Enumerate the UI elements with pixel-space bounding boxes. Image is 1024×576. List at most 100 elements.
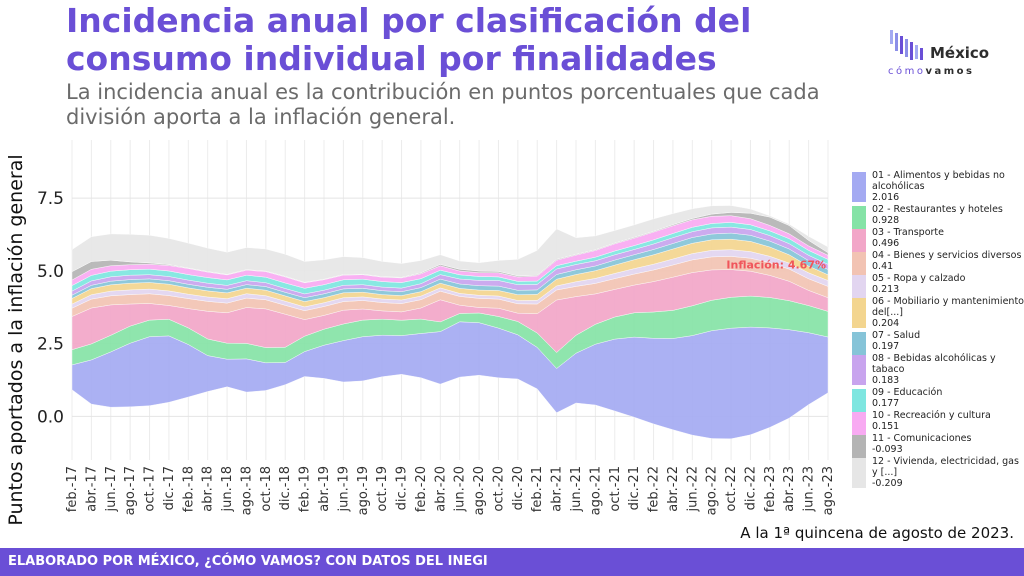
legend-item: 06 - Mobiliario y mantenimiento del[...]…: [852, 296, 1024, 329]
legend-value: 0.183: [872, 375, 900, 386]
y-tick-label: 0.0: [37, 407, 64, 427]
source-credit: ELABORADO POR MÉXICO, ¿CÓMO VAMOS? CON D…: [8, 554, 488, 569]
footer-bar: ELABORADO POR MÉXICO, ¿CÓMO VAMOS? CON D…: [0, 548, 1024, 576]
x-tick-label: jun.-18: [220, 466, 235, 512]
legend-item: 01 - Alimentos y bebidas no alcohólicas 2…: [852, 170, 1024, 203]
x-tick-label: abr.-21: [550, 466, 565, 512]
x-tick-label: abr.-18: [201, 466, 216, 512]
legend-label: 09 - Educación: [872, 387, 943, 398]
legend-value: 0.496: [872, 238, 900, 249]
legend-item: 10 - Recreación y cultura 0.151: [852, 410, 1024, 442]
legend-swatch: [852, 206, 866, 236]
y-tick-label: 5.0: [37, 262, 64, 282]
legend-swatch: [852, 229, 866, 259]
legend-label: 08 - Bebidas alcohólicas y tabaco: [872, 353, 996, 375]
mexico-como-vamos-logo: México cómovamos: [888, 24, 1008, 84]
x-tick-label: feb.-18: [181, 466, 196, 512]
chart-legend: 01 - Alimentos y bebidas no alcohólicas 2…: [852, 170, 1024, 490]
x-tick-label: oct.-20: [491, 466, 506, 512]
legend-item: 05 - Ropa y calzado 0.213: [852, 273, 1024, 305]
x-tick-label: jun.-19: [336, 466, 351, 512]
x-tick-label: feb.-17: [65, 466, 80, 512]
x-tick-label: abr.-22: [666, 466, 681, 512]
legend-item: 08 - Bebidas alcohólicas y tabaco 0.183: [852, 353, 1024, 386]
legend-label: 05 - Ropa y calzado: [872, 273, 966, 284]
x-tick-label: dic.-18: [278, 466, 293, 510]
legend-value: 0.204: [872, 318, 900, 329]
x-tick-label: oct.-18: [259, 466, 274, 512]
x-tick-label: oct.-19: [375, 466, 390, 512]
bars-logo-icon: [890, 30, 923, 60]
x-tick-label: oct.-22: [724, 466, 739, 512]
legend-item: 07 - Salud 0.197: [852, 330, 1024, 362]
x-tick-label: oct.-17: [143, 466, 158, 512]
legend-value: 0.197: [872, 341, 900, 352]
legend-label: 02 - Restaurantes y hoteles: [872, 204, 1003, 215]
x-tick-label: jun.-23: [802, 466, 817, 512]
legend-swatch: [852, 172, 866, 202]
legend-item: 02 - Restaurantes y hoteles 0.928: [852, 204, 1024, 236]
page-title: Incidencia anual por clasificación del c…: [66, 1, 752, 78]
legend-item: 11 - Comunicaciones -0.093: [852, 433, 1024, 465]
legend-label: 03 - Transporte: [872, 227, 944, 238]
logo-subtitle: cómovamos: [888, 66, 975, 77]
x-tick-label: ago.-17: [123, 466, 138, 515]
y-axis-label: Puntos aportados a la inflación general: [5, 154, 27, 525]
x-tick-label: ago.-18: [239, 466, 254, 515]
legend-label: 04 - Bienes y servicios diversos: [872, 250, 1022, 261]
streamgraph-chart: 0.0 2.5 5.0 7.5 Inflación: 4.67% feb.-17 abr.-…: [5, 140, 836, 526]
x-tick-label: jun.-21: [569, 466, 584, 512]
x-tick-label: ago.-20: [472, 466, 487, 515]
legend-value: 0.928: [872, 215, 900, 226]
x-tick-label: abr.-19: [317, 466, 332, 512]
x-tick-label: dic.-19: [395, 466, 410, 510]
x-tick-label: dic.-17: [162, 466, 177, 510]
x-tick-label: feb.-20: [414, 466, 429, 512]
legend-swatch: [852, 389, 866, 419]
legend-value: 0.151: [872, 421, 900, 432]
x-tick-label: feb.-22: [647, 466, 662, 512]
x-tick-label: ago.-19: [356, 466, 371, 515]
x-tick-label: jun.-22: [685, 466, 700, 512]
x-tick-label: ago.-21: [588, 466, 603, 515]
legend-value: -0.093: [872, 444, 903, 455]
legend-swatch: [852, 458, 866, 488]
x-tick-label: dic.-20: [511, 466, 526, 510]
legend-swatch: [852, 435, 866, 465]
y-tick-label: 2.5: [37, 335, 64, 355]
legend-label: 07 - Salud: [872, 330, 921, 341]
legend-value: 0.213: [872, 284, 900, 295]
legend-label: 12 - Vivienda, electricidad, gas y [...]: [872, 456, 1019, 478]
date-note: A la 1ª quincena de agosto de 2023.: [740, 524, 1014, 542]
legend-swatch: [852, 355, 866, 385]
x-tick-label: feb.-21: [530, 466, 545, 512]
legend-item: 03 - Transporte 0.496: [852, 227, 1024, 259]
x-tick-label: jun.-20: [453, 466, 468, 512]
x-tick-label: abr.-23: [782, 466, 797, 512]
logo-word: México: [930, 44, 990, 62]
x-tick-label: jun.-17: [104, 466, 119, 512]
legend-value: 2.016: [872, 192, 900, 203]
legend-label: 01 - Alimentos y bebidas no alcohólicas: [872, 170, 1005, 192]
x-tick-label: dic.-22: [743, 466, 758, 510]
x-tick-label: oct.-21: [608, 466, 623, 512]
legend-label: 11 - Comunicaciones: [872, 433, 972, 444]
inflation-annotation: Inflación: 4.67%: [726, 259, 826, 272]
legend-value: 0.177: [872, 398, 900, 409]
legend-value: 0.41: [872, 261, 894, 272]
x-tick-label: abr.-17: [84, 466, 99, 512]
x-tick-label: feb.-19: [298, 466, 313, 512]
x-tick-label: ago.-23: [821, 466, 836, 515]
legend-swatch: [852, 252, 866, 282]
legend-swatch: [852, 298, 866, 328]
legend-value: -0.209: [872, 478, 903, 489]
page-subtitle: La incidencia anual es la contribución e…: [66, 80, 820, 129]
x-tick-label: feb.-23: [763, 466, 778, 512]
legend-swatch: [852, 412, 866, 442]
x-tick-label: abr.-20: [433, 466, 448, 512]
stream-layer-12: [71, 205, 829, 283]
legend-label: 06 - Mobiliario y mantenimiento del[...]: [872, 296, 1024, 318]
y-tick-label: 7.5: [37, 189, 64, 209]
legend-item: 09 - Educación 0.177: [852, 387, 1024, 419]
legend-item: 12 - Vivienda, electricidad, gas y [...]…: [852, 456, 1024, 489]
